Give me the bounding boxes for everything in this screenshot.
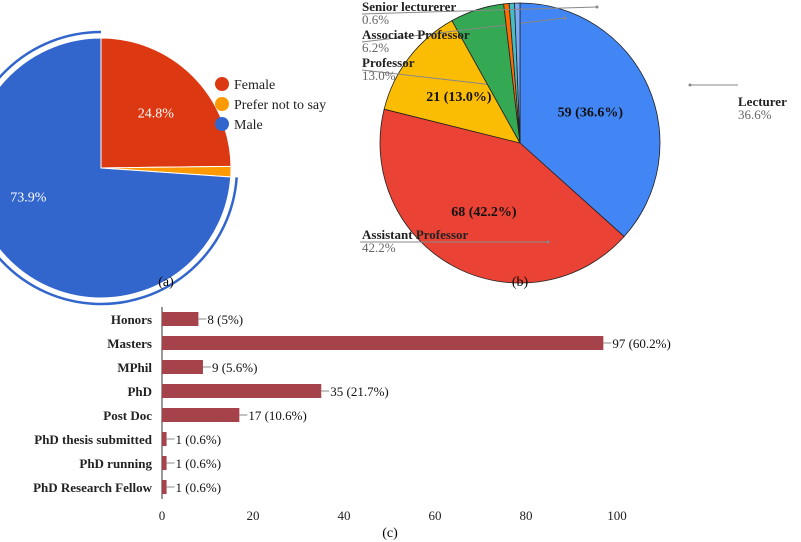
pie-b-outside-name: Associate Professor <box>362 27 470 42</box>
bar <box>162 360 203 374</box>
legend-label: Female <box>234 78 275 93</box>
bar-data-label: 1 (0.6%) <box>176 456 222 471</box>
category-label: PhD Research Fellow <box>33 480 153 495</box>
bar <box>162 312 199 326</box>
legend-label: Male <box>234 118 263 133</box>
category-label: PhD running <box>79 456 152 471</box>
bar-data-label: 8 (5%) <box>207 312 243 327</box>
x-tick-label: 0 <box>159 508 166 523</box>
pie-a-slice <box>0 37 232 299</box>
pie-b-data-label: 59 (36.6%) <box>558 106 624 121</box>
category-label: MPhil <box>117 360 152 375</box>
leader-line <box>361 6 598 15</box>
leader-line <box>361 69 503 87</box>
bar <box>162 336 604 350</box>
legend-marker <box>215 117 229 131</box>
leader-dot <box>563 16 567 20</box>
pie-b-data-label: 68 (42.2%) <box>451 205 517 220</box>
caption-c: (c) <box>382 526 398 541</box>
pie-b-outside-pct: 42.2% <box>362 240 396 255</box>
leader-dot <box>546 240 550 244</box>
pie-b-outside-pct: 6.2% <box>362 40 389 55</box>
bar <box>162 480 167 494</box>
pie-b-slice <box>514 2 521 144</box>
caption-a: (a) <box>158 275 174 290</box>
category-label: PhD thesis submitted <box>34 432 153 447</box>
leader-dot <box>595 5 599 9</box>
x-tick-label: 20 <box>247 508 260 523</box>
legend-label: Prefer not to say <box>234 98 326 113</box>
pie-b-data-label: 21 (13.0%) <box>426 90 492 105</box>
bar <box>162 384 322 398</box>
bar <box>162 456 167 470</box>
x-tick-label: 80 <box>520 508 533 523</box>
category-label: Honors <box>111 312 152 327</box>
bar-data-label: 17 (10.6%) <box>248 408 307 423</box>
bar-data-label: 1 (0.6%) <box>176 480 222 495</box>
x-tick-label: 60 <box>429 508 442 523</box>
x-tick-label: 40 <box>338 508 351 523</box>
category-label: Post Doc <box>103 408 152 423</box>
legend-marker <box>215 97 229 111</box>
bar-data-label: 97 (60.2%) <box>612 336 671 351</box>
x-tick-label: 100 <box>607 508 627 523</box>
pie-b-outside-pct: 13.0% <box>362 68 396 83</box>
leader-line <box>361 17 566 43</box>
bar <box>162 432 167 446</box>
bar-data-label: 35 (21.7%) <box>330 384 389 399</box>
pie-b-outside-name: Assistant Professor <box>362 227 469 242</box>
pie-b-slice <box>383 20 521 144</box>
bar-data-label: 9 (5.6%) <box>212 360 258 375</box>
pie-b-outside-name: Senior lecturerer <box>362 0 456 14</box>
pie-b-outside-pct: 0.6% <box>362 12 389 27</box>
pie-b-slice <box>519 2 661 238</box>
category-label: Masters <box>107 336 152 351</box>
pie-a-slice <box>100 37 232 169</box>
pie-a-highlight-ring <box>0 30 238 306</box>
bar-data-label: 1 (0.6%) <box>176 432 222 447</box>
legend-marker <box>215 77 229 91</box>
pie-b-outside-pct: 36.6% <box>738 107 772 122</box>
leader-dot <box>688 83 692 87</box>
pie-b-outside-name: Professor <box>362 55 415 70</box>
caption-b: (b) <box>512 275 529 290</box>
category-label: PhD <box>127 384 152 399</box>
pie-b-slice <box>379 108 625 284</box>
bar <box>162 408 240 422</box>
pie-b-outside-name: Lecturer <box>738 94 787 109</box>
pie-a-data-label: 24.8% <box>138 107 175 122</box>
pie-a-data-label: 73.9% <box>10 190 47 205</box>
